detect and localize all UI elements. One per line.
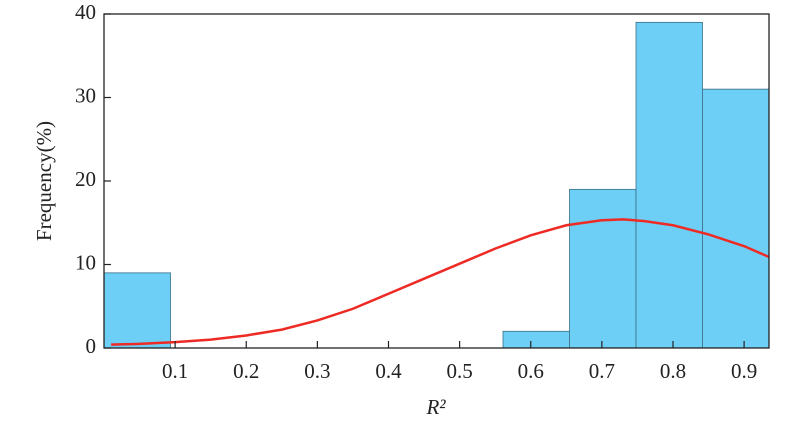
y-tick-label: 40: [75, 0, 96, 24]
y-tick-label: 10: [75, 250, 96, 274]
bar: [502, 330, 570, 349]
x-axis-label: R²: [425, 395, 446, 419]
bar: [702, 88, 770, 349]
x-tick-label: 0.2: [233, 359, 259, 383]
x-tick-label: 0.9: [731, 359, 757, 383]
x-tick-label: 0.3: [304, 359, 330, 383]
x-tick-label: 0.6: [518, 359, 544, 383]
y-tick-label: 20: [75, 167, 96, 191]
x-tick-label: 0.4: [375, 359, 402, 383]
x-tick-label: 0.7: [589, 359, 615, 383]
bar: [569, 188, 637, 349]
bar: [103, 272, 171, 349]
x-tick-label: 0.5: [446, 359, 472, 383]
y-tick-label: 30: [75, 83, 96, 107]
y-tick-label: 0: [86, 334, 97, 358]
x-tick-label: 0.1: [162, 359, 188, 383]
y-axis-label: Frequency(%): [32, 121, 56, 241]
x-tick-label: 0.8: [660, 359, 686, 383]
fit-curve: [111, 218, 770, 346]
bar: [635, 21, 703, 349]
